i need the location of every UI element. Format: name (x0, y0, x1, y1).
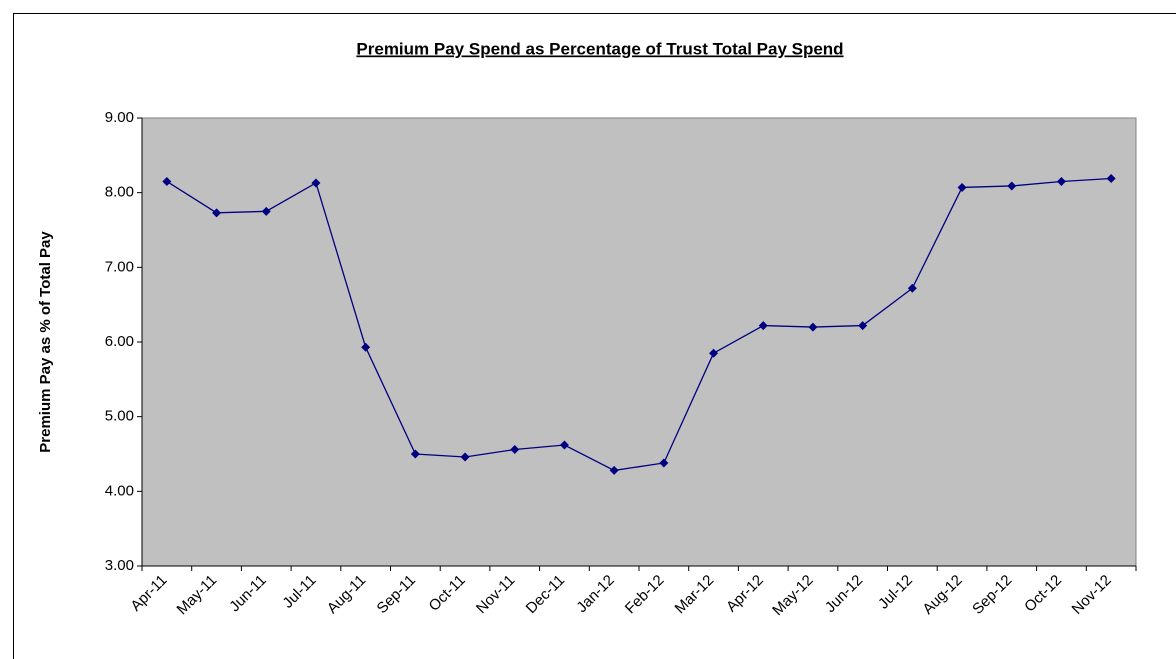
data-point (907, 283, 917, 293)
data-point (659, 458, 669, 468)
y-tick-label: 7.00 (105, 258, 134, 275)
data-point (212, 208, 222, 218)
data-point (410, 449, 420, 459)
data-point (510, 445, 520, 455)
data-point (858, 321, 868, 331)
data-point (162, 176, 172, 186)
data-point (957, 182, 967, 192)
y-axis-title: Premium Pay as % of Total Pay (37, 231, 54, 453)
data-point (609, 465, 619, 475)
data-point (460, 452, 470, 462)
data-point (1007, 181, 1017, 191)
data-point (1056, 176, 1066, 186)
data-point (709, 348, 719, 358)
y-tick-label: 4.00 (105, 482, 134, 499)
data-point (758, 321, 768, 331)
series-line (166, 177, 1112, 472)
y-tick-label: 8.00 (105, 184, 134, 201)
data-point (1106, 173, 1116, 183)
y-tick-label: 6.00 (105, 333, 134, 350)
data-point (261, 206, 271, 216)
plot-area (141, 117, 1137, 567)
y-tick-label: 9.00 (105, 109, 134, 126)
y-tick-label: 3.00 (105, 557, 134, 574)
y-tick-label: 5.00 (105, 408, 134, 425)
data-point (311, 178, 321, 188)
data-point (559, 440, 569, 450)
data-point (361, 342, 371, 352)
chart-title: Premium Pay Spend as Percentage of Trust… (356, 39, 843, 58)
data-point (808, 322, 818, 332)
